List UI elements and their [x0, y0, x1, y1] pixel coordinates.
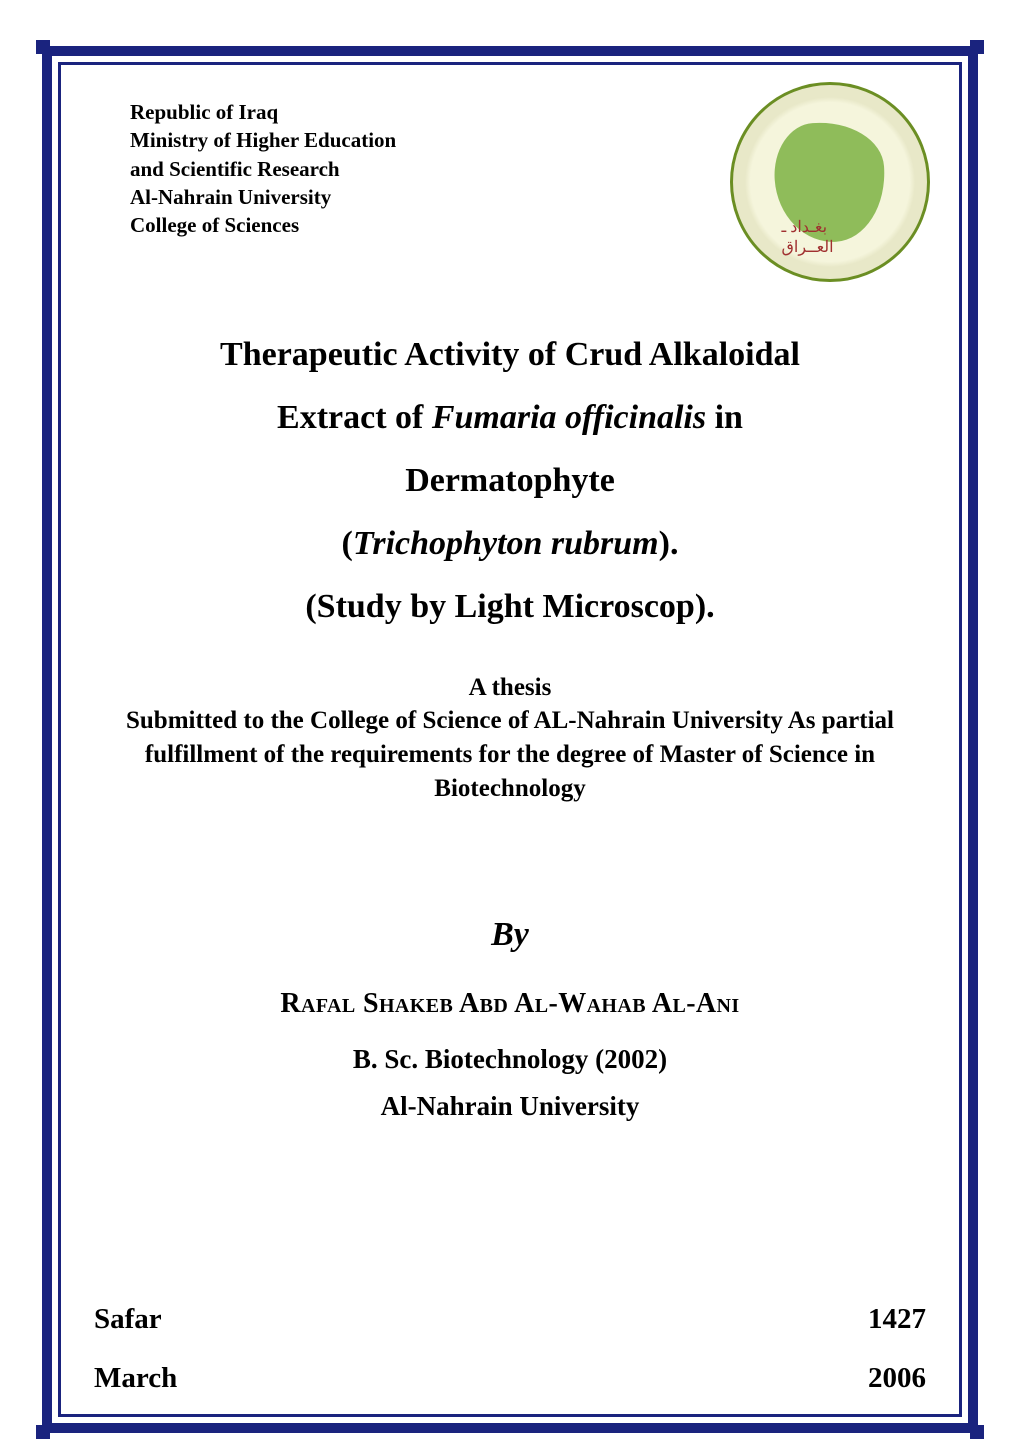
title-line-3: Dermatophyte — [80, 450, 940, 513]
content-area: Republic of Iraq Ministry of Higher Educ… — [80, 80, 940, 1403]
header-line-2: Ministry of Higher Education — [130, 126, 396, 154]
seal-bottom-text: بغـداد ـ العــراق — [782, 217, 879, 257]
page: Republic of Iraq Ministry of Higher Educ… — [0, 0, 1020, 1443]
title-seg-3a: Dermatophyte — [405, 462, 615, 499]
date-year-gregorian: 2006 — [868, 1362, 926, 1395]
title-seg-1a: Therapeutic Activity of Crud Alkaloidal — [220, 336, 800, 373]
date-month-gregorian: March — [94, 1362, 177, 1395]
university-seal-icon: بغـداد ـ العــراق — [730, 82, 930, 282]
by-label: By — [80, 916, 940, 954]
frame-corner-bl — [36, 1425, 50, 1439]
title-seg-2c: in — [706, 399, 743, 436]
frame-corner-tr — [970, 40, 984, 54]
title-line-5: (Study by Light Microscop). — [80, 576, 940, 639]
title-seg-5a: (Study by Light Microscop). — [305, 588, 714, 625]
header-line-3: and Scientific Research — [130, 155, 396, 183]
date-row-hijri: Safar 1427 — [94, 1303, 926, 1336]
frame-corner-br — [970, 1425, 984, 1439]
header-org-text: Republic of Iraq Ministry of Higher Educ… — [130, 98, 396, 240]
title-seg-2b: Fumaria officinalis — [432, 399, 706, 436]
author-name: Rafal Shakeb Abd Al-Wahab Al-Ani — [80, 988, 940, 1020]
header-line-1: Republic of Iraq — [130, 98, 396, 126]
date-row-gregorian: March 2006 — [94, 1362, 926, 1395]
title-line-2: Extract of Fumaria officinalis in — [80, 387, 940, 450]
header-line-4: Al-Nahrain University — [130, 183, 396, 211]
author-institution: Al-Nahrain University — [80, 1091, 940, 1122]
thesis-label: A thesis — [80, 674, 940, 702]
date-year-hijri: 1427 — [868, 1303, 926, 1336]
author-degree: B. Sc. Biotechnology (2002) — [80, 1044, 940, 1075]
frame-corner-tl — [36, 40, 50, 54]
dates-block: Safar 1427 March 2006 — [94, 1303, 926, 1395]
header-line-5: College of Sciences — [130, 211, 396, 239]
title-seg-4b: Trichophyton rubrum — [353, 525, 659, 562]
header-block: Republic of Iraq Ministry of Higher Educ… — [80, 88, 940, 282]
title-line-1: Therapeutic Activity of Crud Alkaloidal — [80, 324, 940, 387]
thesis-text: Submitted to the College of Science of A… — [80, 704, 940, 805]
thesis-block: A thesis Submitted to the College of Sci… — [80, 674, 940, 805]
title-block: Therapeutic Activity of Crud Alkaloidal … — [80, 324, 940, 638]
title-seg-4c: ). — [659, 525, 679, 562]
title-seg-4a: ( — [342, 525, 353, 562]
date-month-hijri: Safar — [94, 1303, 162, 1336]
title-seg-2a: Extract of — [277, 399, 432, 436]
title-line-4: (Trichophyton rubrum). — [80, 513, 940, 576]
